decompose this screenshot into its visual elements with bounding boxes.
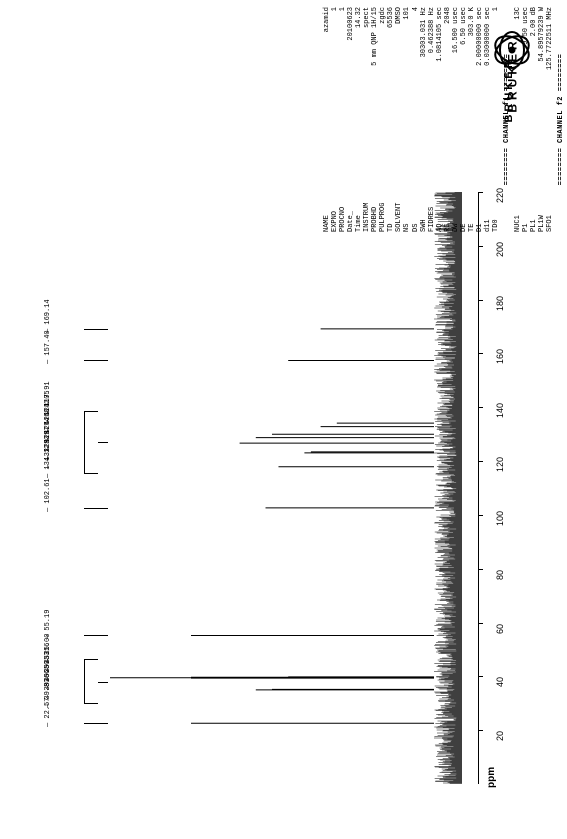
param-row: PL12.00 dB xyxy=(530,7,538,232)
param-value: 125.7722511 MHz xyxy=(546,7,554,177)
axis-tick xyxy=(478,515,483,516)
param-key: PL1W xyxy=(538,177,546,232)
param-value: 14.32 xyxy=(355,7,363,177)
channel-f2-header: ======== CHANNEL f2 ======== xyxy=(557,7,565,232)
peak-branch xyxy=(84,659,98,704)
param-key: PL1 xyxy=(530,177,538,232)
axis-tick-label: 20 xyxy=(495,721,505,741)
axis-tick-label: 40 xyxy=(495,667,505,687)
param-value: 16.500 usec xyxy=(452,7,460,177)
axis-tick xyxy=(478,623,483,624)
peak-branch-stem xyxy=(84,635,108,636)
axis-tick xyxy=(478,569,483,570)
param-value: 30303.031 Hz xyxy=(420,7,428,177)
param-value: 1 xyxy=(492,7,500,177)
axis-tick-label: 180 xyxy=(495,291,505,311)
axis-tick-label: 100 xyxy=(495,506,505,526)
axis-tick-label: 120 xyxy=(495,452,505,472)
param-value: zgdc xyxy=(379,7,387,177)
axis-unit-label: ppm xyxy=(486,767,497,788)
param-value: DMSO xyxy=(395,7,403,177)
peak-branch-stem xyxy=(84,723,108,724)
peak-ppm-label: — 39.83 xyxy=(44,679,52,708)
param-row: SFO1125.7722511 MHz xyxy=(546,7,554,232)
axis-tick xyxy=(478,300,483,301)
spectrum-svg xyxy=(110,192,462,784)
axis-tick-label: 160 xyxy=(495,344,505,364)
peak-branch-stem xyxy=(98,442,108,443)
peak-ppm-label: — 102.61 xyxy=(44,478,52,512)
axis-tick xyxy=(478,246,483,247)
param-value: 5 mm QNP 1H/15 xyxy=(371,7,379,177)
peak-ppm-label: — 157.40 xyxy=(44,331,52,365)
param-value: 303.0 K xyxy=(468,7,476,177)
param-row: PL1W54.89579239 W xyxy=(538,7,546,232)
param-row: P19.50 usec xyxy=(522,7,530,232)
axis-tick xyxy=(478,676,483,677)
axis-tick xyxy=(478,407,483,408)
param-value: 0.462388 Hz xyxy=(428,7,436,177)
param-value: 2.00 dB xyxy=(530,7,538,177)
param-value: 20100623 xyxy=(347,7,355,177)
param-key: TE xyxy=(468,177,476,232)
axis-tick-label: 80 xyxy=(495,560,505,580)
param-value: 101 xyxy=(403,7,411,177)
param-value: 1 xyxy=(331,7,339,177)
param-value: 1 xyxy=(339,7,347,177)
peak-ppm-label: — 134.12 xyxy=(44,444,52,478)
nmr-spectrum-page: BRUKER BRUKER NAMEazamidEXPNO1PROCNO1Dat… xyxy=(0,0,567,839)
param-value: spect xyxy=(363,7,371,177)
param-value: 4 xyxy=(412,7,420,177)
peak-ppm-label: — 55.19 xyxy=(44,610,52,639)
axis-tick xyxy=(478,730,483,731)
param-value: 0.03000000 sec xyxy=(484,7,492,177)
param-value: azamid xyxy=(323,7,331,177)
peak-branch xyxy=(84,411,98,474)
axis-tick-label: 140 xyxy=(495,398,505,418)
axis-tick xyxy=(478,192,483,193)
axis-tick-label: 220 xyxy=(495,183,505,203)
peak-branch-stem xyxy=(84,508,108,509)
param-value: 13C xyxy=(514,7,522,177)
spectrum-plot xyxy=(110,192,462,784)
peak-branch-stem xyxy=(84,360,108,361)
axis-tick-label: 60 xyxy=(495,614,505,634)
peak-branch-stem xyxy=(84,329,108,330)
axis-tick-label: 200 xyxy=(495,237,505,257)
param-value: 9.50 usec xyxy=(522,7,530,177)
x-axis: 22020018016014012010080604020ppm xyxy=(478,192,518,802)
peak-ppm-label: — 169.14 xyxy=(44,299,52,333)
param-value: 6.50 usec xyxy=(460,7,468,177)
param-value: 2.00000000 sec xyxy=(476,7,484,177)
param-row: TE303.0 K xyxy=(468,7,476,232)
param-value: 1.0814105 sec xyxy=(436,7,444,177)
axis-tick xyxy=(478,353,483,354)
param-value: 2048 xyxy=(444,7,452,177)
param-value: 65536 xyxy=(387,7,395,177)
axis-tick xyxy=(478,461,483,462)
param-key: P1 xyxy=(522,177,530,232)
param-key: SFO1 xyxy=(546,177,554,232)
peak-branch-stem xyxy=(98,682,108,683)
axis-line xyxy=(478,192,479,784)
param-value: 54.89579239 W xyxy=(538,7,546,177)
